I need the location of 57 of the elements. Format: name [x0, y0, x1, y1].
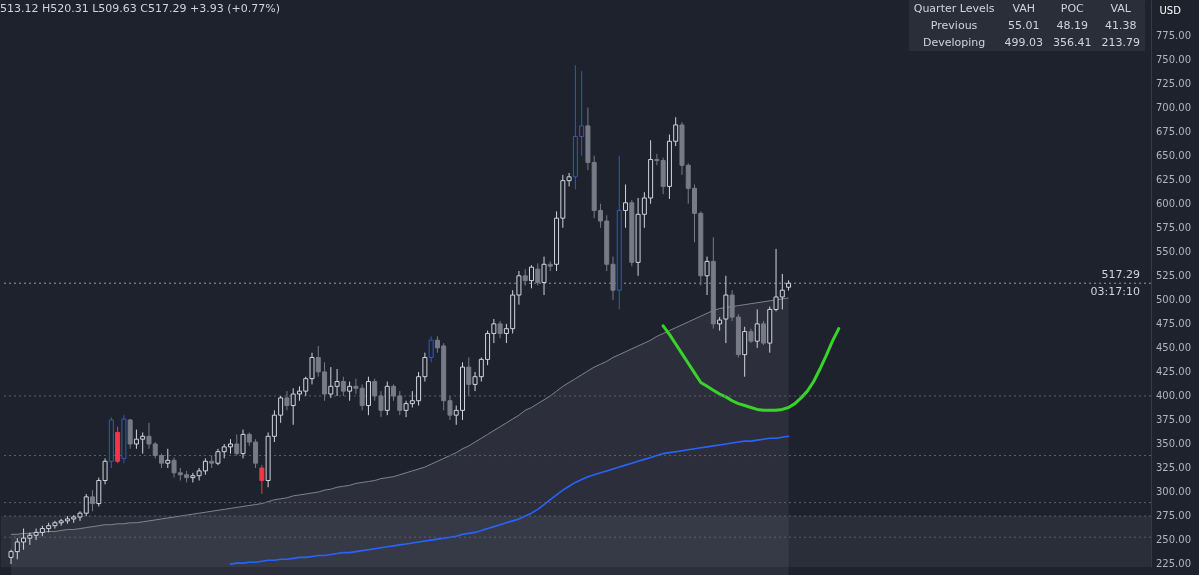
text: Developing — [921, 35, 987, 51]
text: VAL — [1109, 1, 1132, 17]
y-tick-label: 325.00 — [1156, 462, 1191, 474]
candlestick — [535, 262, 541, 286]
y-tick-label: 700.00 — [1156, 101, 1191, 113]
ref-line-label: 517.29 — [1101, 268, 1140, 282]
y-tick-label: 400.00 — [1156, 389, 1191, 401]
candlestick — [742, 326, 748, 378]
text: Previous — [929, 18, 979, 34]
y-tick-label: 275.00 — [1156, 510, 1191, 522]
text: Quarter Levels — [912, 1, 996, 17]
text: 55.01 — [1007, 18, 1041, 34]
candlestick — [340, 376, 346, 397]
y-tick-label: 600.00 — [1156, 197, 1191, 209]
y-tick-label: 375.00 — [1156, 413, 1191, 425]
y-tick-label: 750.00 — [1156, 53, 1191, 65]
annotation: 513.12 H520.31 L509.63 C517.29 +3.93 (+0.77%) — [0, 2, 280, 15]
text: 356.41 — [1052, 35, 1093, 51]
text: 499.03 — [1003, 35, 1044, 51]
text: 03:17:10 — [1090, 285, 1140, 299]
y-tick-label: 500.00 — [1156, 293, 1191, 305]
line-series — [661, 324, 841, 412]
y-tick-label: 550.00 — [1156, 245, 1191, 257]
y-tick-label: 675.00 — [1156, 125, 1191, 137]
text: POC — [1059, 1, 1085, 17]
candlestick — [754, 308, 760, 349]
y-tick-label: 475.00 — [1156, 317, 1191, 329]
y-axis-title: USD — [1159, 4, 1182, 16]
candlestick — [466, 357, 472, 397]
y-tick-label: 725.00 — [1156, 77, 1191, 89]
y-tick-label: 575.00 — [1156, 221, 1191, 233]
candlestick — [240, 429, 246, 459]
text: 48.19 — [1055, 18, 1089, 34]
candlestick — [760, 320, 766, 346]
candlestick — [259, 464, 265, 495]
candlestick — [234, 433, 240, 457]
text: 213.79 — [1100, 35, 1141, 51]
y-tick-label: 225.00 — [1156, 558, 1191, 570]
y-tick-label: 625.00 — [1156, 173, 1191, 185]
y-tick-label: 250.00 — [1156, 534, 1191, 546]
y-tick-label: 525.00 — [1156, 269, 1191, 281]
y-tick-label: 350.00 — [1156, 437, 1191, 449]
candlestick — [165, 448, 171, 469]
y-tick-label: 425.00 — [1156, 365, 1191, 377]
candlestick — [347, 381, 353, 402]
candlestick — [704, 256, 710, 296]
text: 41.38 — [1104, 18, 1138, 34]
candlestick — [284, 390, 290, 411]
text: VAH — [1011, 1, 1037, 17]
y-tick-label: 775.00 — [1156, 29, 1191, 41]
y-tick-label: 450.00 — [1156, 341, 1191, 353]
candlestick — [90, 489, 96, 512]
candlestick — [528, 264, 534, 289]
line-series — [229, 435, 790, 565]
candlestick — [541, 256, 547, 296]
y-tick-label: 300.00 — [1156, 486, 1191, 498]
y-tick-label: 650.00 — [1156, 149, 1191, 161]
